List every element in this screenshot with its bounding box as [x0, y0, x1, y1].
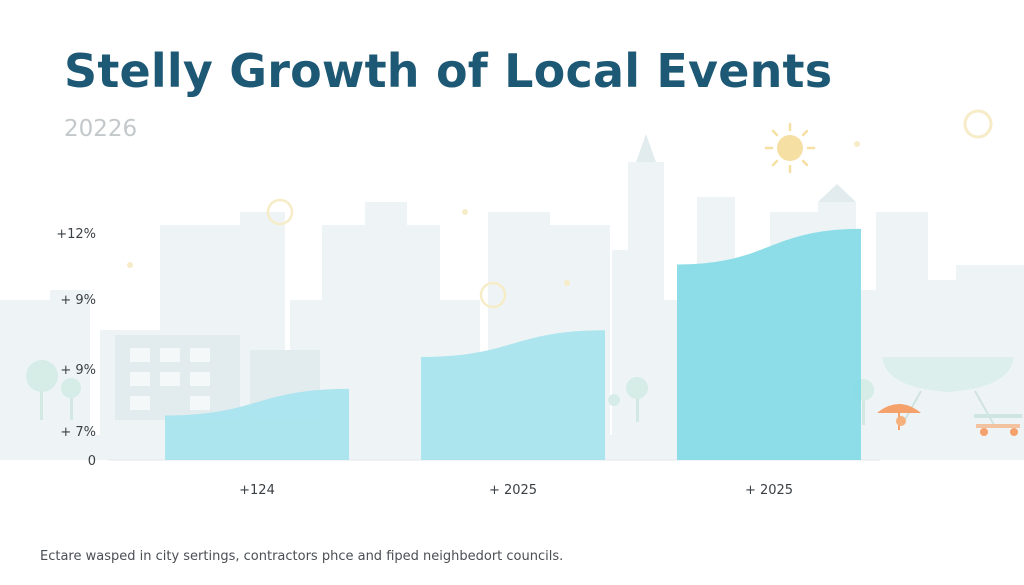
x-tick-label: +124 — [239, 483, 275, 498]
sun-icon — [764, 122, 816, 174]
bar-1 — [165, 388, 349, 460]
y-tick-label: + 9% — [60, 363, 96, 378]
y-tick-label: + 7% — [60, 425, 96, 440]
x-tick-label: + 2025 — [745, 483, 793, 498]
tree-icon — [26, 360, 874, 425]
chart-caption: Ectare wasped in city sertings, contract… — [40, 549, 564, 564]
x-tick-label: + 2025 — [489, 483, 537, 498]
bar-3 — [677, 228, 861, 460]
y-tick-label: 0 — [88, 454, 96, 469]
chart-title: Stelly Growth of Local Events — [64, 44, 833, 98]
bar-2 — [421, 330, 605, 460]
picnic-umbrella-icon — [877, 404, 921, 430]
y-tick-label: +12% — [56, 227, 96, 242]
chart-subtitle: 20226 — [64, 116, 138, 142]
y-tick-label: + 9% — [60, 293, 96, 308]
bench-icon — [974, 414, 1022, 436]
